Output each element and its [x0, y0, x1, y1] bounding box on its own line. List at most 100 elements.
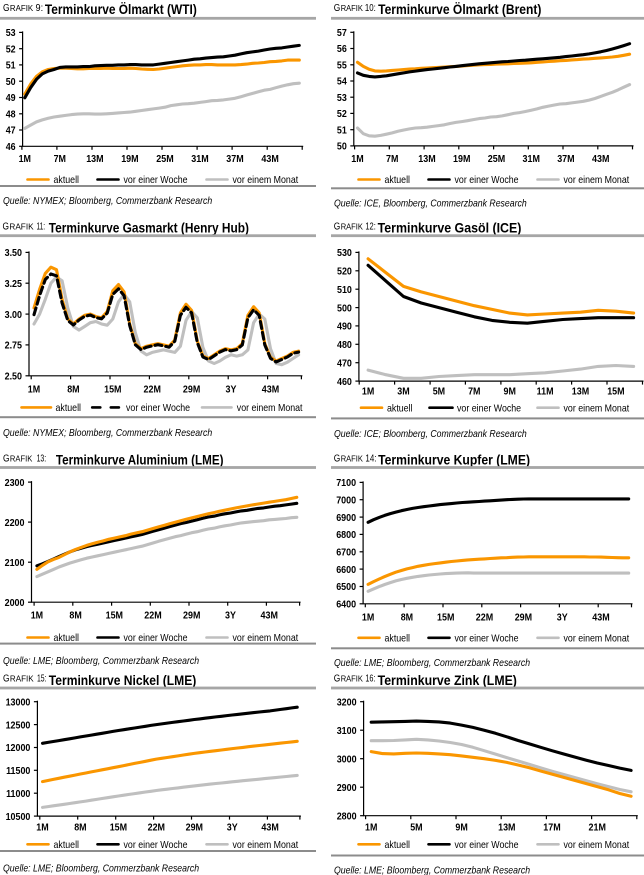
svg-text:22M: 22M	[148, 822, 166, 834]
svg-text:1M: 1M	[362, 386, 375, 398]
svg-text:G: G	[334, 220, 341, 232]
svg-text:G: G	[334, 452, 341, 464]
svg-text:22M: 22M	[476, 612, 494, 624]
svg-text:47: 47	[6, 125, 16, 137]
svg-text:22M: 22M	[144, 384, 162, 396]
svg-text:13:: 13:	[37, 452, 47, 464]
svg-text:13M: 13M	[572, 386, 590, 398]
svg-text:37M: 37M	[226, 153, 244, 165]
svg-text:6800: 6800	[336, 529, 356, 541]
svg-text:Quelle: NYMEX; Bloomberg, Comm: Quelle: NYMEX; Bloomberg, Commerzbank Re…	[3, 428, 212, 439]
svg-text:11000: 11000	[6, 788, 30, 800]
svg-text:52: 52	[6, 43, 16, 55]
svg-text:48: 48	[6, 109, 16, 121]
svg-text:53: 53	[337, 92, 347, 104]
svg-text:15M: 15M	[110, 822, 128, 834]
svg-text:aktuell: aktuell	[385, 174, 411, 186]
svg-text:2100: 2100	[5, 557, 25, 569]
svg-text:G: G	[334, 2, 341, 14]
svg-text:RAFIK: RAFIK	[10, 3, 34, 13]
svg-text:25M: 25M	[488, 153, 506, 165]
svg-text:1M: 1M	[31, 609, 44, 621]
svg-text:16:: 16:	[365, 673, 375, 685]
svg-text:vor einem Monat: vor einem Monat	[237, 402, 303, 414]
svg-text:31M: 31M	[191, 153, 209, 165]
svg-text:Terminkurve Gasmarkt (Henry Hu: Terminkurve Gasmarkt (Henry Hub)	[49, 220, 249, 236]
svg-text:46: 46	[6, 141, 16, 153]
svg-text:31M: 31M	[523, 153, 541, 165]
svg-text:460: 460	[337, 376, 352, 388]
svg-text:2200: 2200	[5, 517, 25, 529]
svg-text:RAFIK: RAFIK	[10, 453, 33, 463]
svg-text:vor einer Woche: vor einer Woche	[124, 839, 188, 851]
svg-text:43M: 43M	[262, 384, 280, 396]
svg-text:51: 51	[6, 60, 16, 72]
svg-text:12500: 12500	[6, 719, 31, 731]
svg-text:vor einer Woche: vor einer Woche	[455, 839, 519, 851]
svg-text:7100: 7100	[336, 477, 356, 489]
svg-text:2000: 2000	[5, 597, 25, 609]
svg-text:G: G	[3, 673, 10, 685]
svg-text:RAFIK: RAFIK	[341, 674, 363, 684]
svg-text:1M: 1M	[365, 822, 378, 834]
svg-text:G: G	[3, 452, 10, 464]
svg-text:aktuell: aktuell	[387, 402, 413, 414]
svg-text:510: 510	[337, 284, 352, 296]
svg-text:490: 490	[337, 321, 352, 333]
svg-text:G: G	[334, 673, 341, 685]
svg-text:57: 57	[337, 27, 347, 39]
svg-text:470: 470	[337, 357, 352, 369]
svg-text:9M: 9M	[504, 386, 517, 398]
svg-text:Terminkurve Kupfer (LME): Terminkurve Kupfer (LME)	[378, 451, 530, 467]
svg-text:2.75: 2.75	[5, 340, 23, 352]
svg-text:vor einer Woche: vor einer Woche	[455, 174, 519, 186]
svg-text:54: 54	[337, 76, 347, 88]
svg-text:49: 49	[6, 92, 16, 104]
svg-text:Quelle: LME; Bloomberg, Commer: Quelle: LME; Bloomberg, Commerzbank Rese…	[334, 865, 530, 875]
svg-text:1M: 1M	[362, 612, 375, 624]
svg-text:15M: 15M	[607, 386, 625, 398]
svg-text:15M: 15M	[106, 609, 124, 621]
svg-text:29M: 29M	[183, 384, 201, 396]
svg-text:5M: 5M	[433, 386, 446, 398]
svg-text:11M: 11M	[537, 386, 554, 398]
svg-text:50: 50	[6, 76, 16, 88]
svg-text:RAFIK: RAFIK	[341, 453, 363, 463]
svg-text:520: 520	[337, 266, 352, 278]
svg-text:10:: 10:	[365, 2, 376, 14]
svg-text:1M: 1M	[19, 153, 32, 165]
svg-text:3000: 3000	[337, 753, 357, 765]
svg-text:2800: 2800	[337, 810, 357, 822]
svg-text:8M: 8M	[74, 822, 87, 834]
svg-text:Quelle: ICE, Bloomberg, Commer: Quelle: ICE, Bloomberg, Commerzbank Rese…	[334, 198, 527, 209]
svg-text:G: G	[3, 220, 10, 232]
svg-text:51: 51	[337, 124, 347, 136]
svg-text:14:: 14:	[365, 452, 376, 464]
svg-text:aktuell: aktuell	[54, 632, 80, 644]
svg-text:vor einem Monat: vor einem Monat	[564, 839, 630, 851]
svg-text:Quelle: LME; Bloomberg, Commer: Quelle: LME; Bloomberg, Commerzbank Rese…	[3, 864, 199, 875]
svg-text:1M: 1M	[351, 153, 364, 165]
svg-text:6700: 6700	[336, 547, 356, 559]
svg-text:3200: 3200	[337, 696, 357, 708]
svg-text:vor einem Monat: vor einem Monat	[233, 174, 299, 186]
svg-text:10500: 10500	[6, 811, 31, 823]
svg-text:Quelle: LME; Bloomberg, Commer: Quelle: LME; Bloomberg, Commerzbank Rese…	[334, 658, 530, 669]
svg-text:19M: 19M	[121, 153, 139, 165]
svg-text:2900: 2900	[337, 782, 357, 794]
svg-text:43M: 43M	[592, 153, 610, 165]
svg-text:aktuell: aktuell	[385, 632, 411, 644]
svg-text:43M: 43M	[261, 609, 279, 621]
svg-text:aktuell: aktuell	[54, 174, 80, 186]
svg-text:19M: 19M	[453, 153, 471, 165]
svg-text:3Y: 3Y	[225, 609, 236, 621]
svg-text:29M: 29M	[183, 609, 201, 621]
svg-text:6400: 6400	[336, 599, 356, 611]
svg-text:13M: 13M	[418, 153, 436, 165]
svg-text:RAFIK: RAFIK	[9, 221, 33, 231]
svg-text:3100: 3100	[337, 725, 357, 737]
svg-text:8M: 8M	[67, 384, 80, 396]
svg-text:3.25: 3.25	[5, 278, 23, 290]
svg-text:8M: 8M	[401, 612, 414, 624]
svg-text:12000: 12000	[6, 742, 31, 754]
